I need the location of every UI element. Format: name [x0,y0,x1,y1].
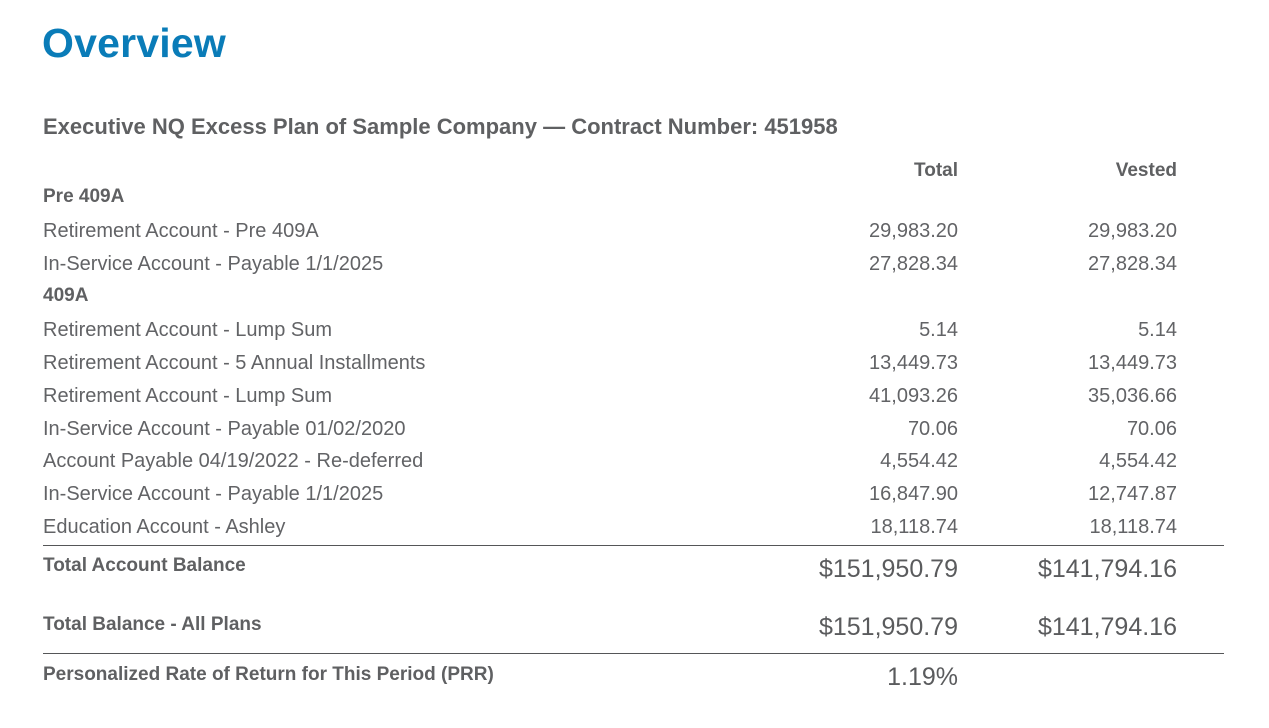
row-total: 4,554.42 [880,450,958,472]
row-vested: 13,449.73 [1088,352,1177,374]
row-total: 13,449.73 [869,352,958,374]
row-vested: 18,118.74 [1089,516,1178,538]
row-total: 18,118.74 [870,516,959,538]
total-account-balance-vested: $141,794.16 [1037,555,1177,583]
column-header-vested: Vested [1115,160,1177,181]
row-vested: 70.06 [1126,418,1177,440]
section-heading-pre-409a: Pre 409A [43,186,125,207]
total-account-balance-total: $151,950.79 [818,555,958,583]
row-label: Retirement Account - Lump Sum [43,385,333,407]
row-vested: 4,554.42 [1099,450,1177,472]
row-vested: 5.14 [1138,319,1177,341]
row-label: Account Payable 04/19/2022 - Re-deferred [43,450,424,472]
total-account-balance-label: Total Account Balance [43,555,246,576]
divider [43,653,1224,654]
total-all-plans-total: $151,950.79 [818,613,958,641]
plan-title: Executive NQ Excess Plan of Sample Compa… [43,114,838,139]
row-total: 70.06 [907,418,958,440]
prr-value: 1.19% [887,663,958,691]
row-total: 16,847.90 [869,483,958,505]
total-all-plans-label: Total Balance - All Plans [43,614,262,635]
row-label: Retirement Account - Pre 409A [43,220,319,242]
row-vested: 29,983.20 [1088,220,1177,242]
row-total: 41,093.26 [869,385,958,407]
row-label: In-Service Account - Payable 01/02/2020 [43,418,406,440]
section-heading-409a: 409A [43,285,89,306]
row-label: Education Account - Ashley [43,516,286,538]
total-all-plans-vested: $141,794.16 [1037,613,1177,641]
row-total: 27,828.34 [869,253,958,275]
row-label: In-Service Account - Payable 1/1/2025 [43,483,384,505]
divider [43,545,1224,546]
row-label: Retirement Account - 5 Annual Installmen… [43,352,426,374]
column-header-total: Total [914,160,958,181]
prr-label: Personalized Rate of Return for This Per… [43,664,494,685]
page-title: Overview [42,20,226,66]
row-total: 5.14 [919,319,958,341]
row-vested: 12,747.87 [1088,483,1177,505]
row-total: 29,983.20 [869,220,958,242]
row-vested: 27,828.34 [1088,253,1177,275]
row-vested: 35,036.66 [1088,385,1177,407]
row-label: In-Service Account - Payable 1/1/2025 [43,253,384,275]
row-label: Retirement Account - Lump Sum [43,319,333,341]
